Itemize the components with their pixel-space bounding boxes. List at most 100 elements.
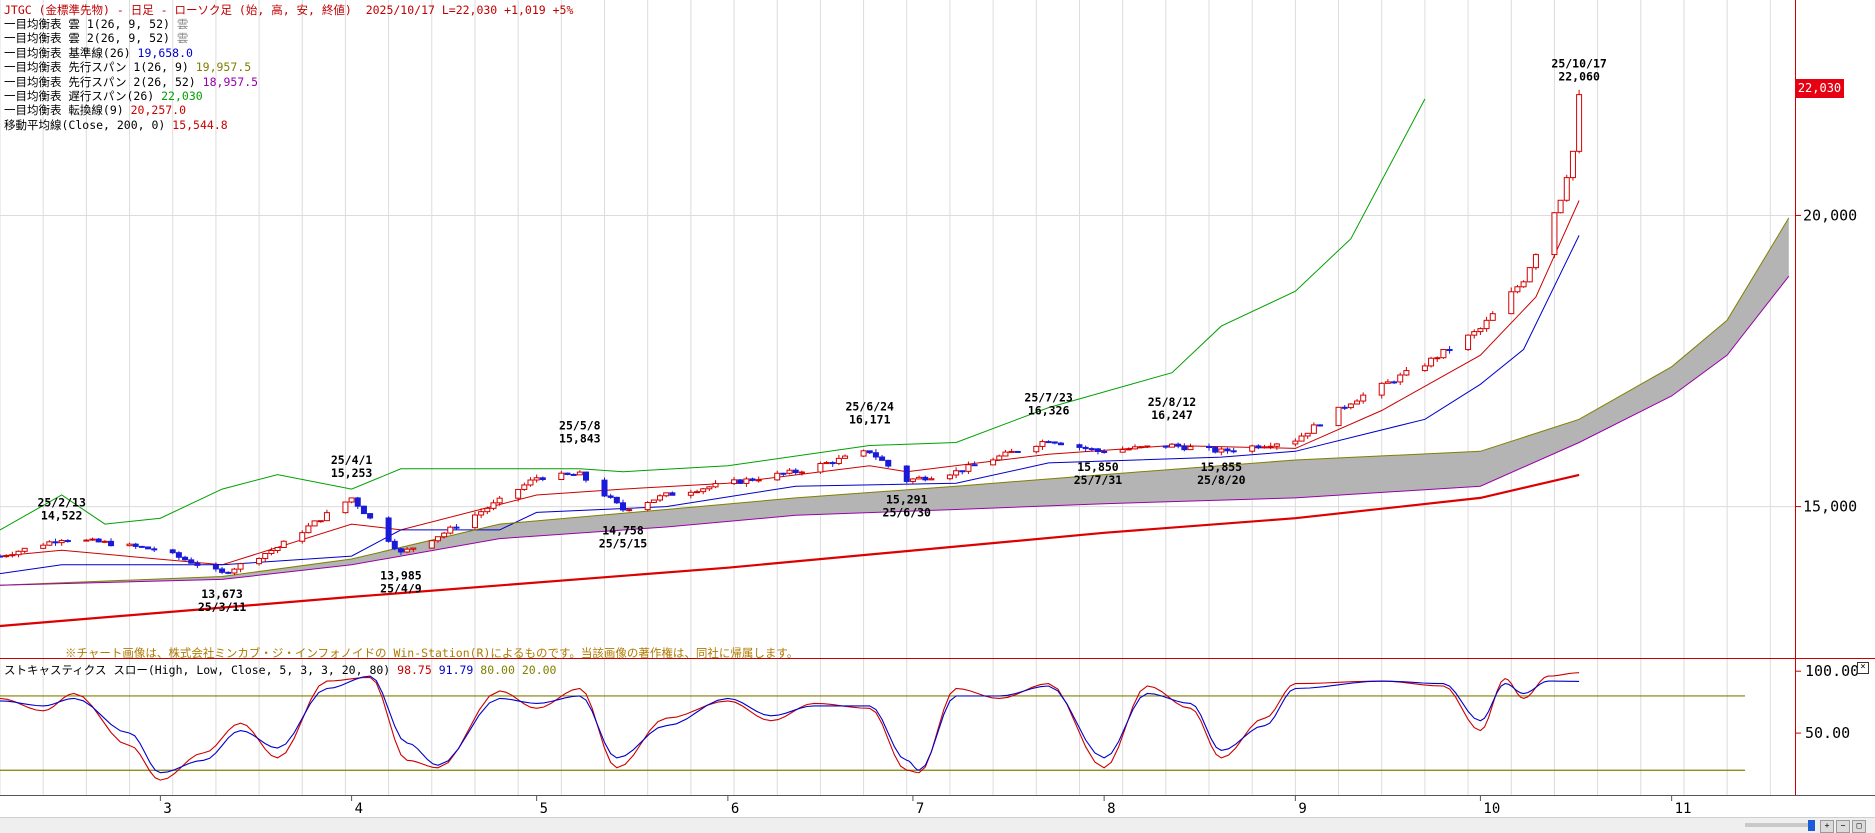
candle-up (823, 462, 830, 465)
candle-down (1446, 349, 1453, 352)
zoom-in-icon[interactable]: + (1820, 820, 1834, 833)
indicator-legend-label: 一目均衡表 先行スパン 2(26, 52) (4, 74, 203, 89)
candle-up (1144, 445, 1151, 448)
candle-up (299, 532, 306, 542)
annotation-label: 13,673 (201, 587, 243, 601)
candle-up (1477, 328, 1484, 333)
candle-up (83, 539, 90, 542)
candle-up (1310, 424, 1317, 434)
candle-up (731, 479, 738, 485)
candle-down (1051, 441, 1058, 444)
candle-up (1403, 370, 1410, 376)
series-line-chikou (0, 98, 1426, 531)
indicator-legend-label: 一目均衡表 基準線(26) (4, 45, 138, 60)
annotation-label: 14,522 (41, 508, 83, 522)
candle-up (3, 555, 10, 558)
scroll-track[interactable] (1745, 823, 1815, 827)
candle-up (1131, 446, 1138, 450)
series-line-span2 (0, 275, 1790, 586)
candle-up (1465, 334, 1472, 351)
candle-down (225, 571, 232, 574)
candle-down (151, 548, 158, 551)
candle-up (1428, 357, 1435, 367)
candle-up (687, 491, 694, 496)
candle-up (946, 474, 953, 480)
stochastic-k-value: 98.75 (397, 663, 432, 677)
candle-down (959, 470, 966, 473)
indicator-legend-value: 19,957.5 (195, 60, 252, 75)
candle-up (817, 463, 824, 473)
candle-down (570, 473, 577, 476)
candle-up (1039, 441, 1046, 447)
scroll-thumb[interactable] (1808, 820, 1815, 831)
candle-up (496, 497, 503, 504)
candle-down (749, 478, 756, 481)
candle-up (410, 547, 417, 550)
annotation-label: 25/6/24 (846, 399, 895, 413)
candle-down (385, 517, 392, 542)
candle-up (1033, 445, 1040, 453)
candle-down (1212, 446, 1219, 453)
x-tick-label: 6 (731, 801, 739, 817)
fit-view-icon[interactable]: □ (1852, 820, 1866, 833)
candle-up (860, 450, 867, 457)
indicator-legend-item: 一目均衡表 雲 1(26, 9, 52) 雲 (4, 17, 188, 31)
candle-down (391, 540, 398, 550)
indicator-legend-label: 一目均衡表 転換線(9) (4, 103, 131, 118)
candle-down (582, 471, 589, 481)
indicator-legend-value: 雲 (176, 31, 189, 46)
annotation-label: 25/3/11 (198, 600, 247, 614)
candle-up (1304, 432, 1311, 437)
x-tick-label: 5 (540, 801, 548, 817)
candle-up (89, 538, 96, 541)
candle-down (539, 477, 546, 480)
candle-up (317, 520, 324, 523)
annotation-label: 14,758 (602, 524, 644, 538)
indicator-legend-item: 一目均衡表 基準線(26) 19,658.0 (4, 46, 193, 60)
candle-up (231, 568, 238, 574)
candle-up (1168, 443, 1175, 448)
y-tick-label: 15,000 (1803, 498, 1857, 516)
candle-up (342, 501, 349, 514)
candle-down (1255, 445, 1262, 449)
candle-up (626, 509, 633, 512)
candle-down (1206, 446, 1213, 449)
stochastic-line-stoch_k (0, 672, 1580, 781)
candle-up (909, 478, 916, 482)
candle-up (1261, 446, 1268, 449)
candle-up (842, 455, 849, 459)
candle-down (138, 545, 145, 548)
horizontal-scrollbar[interactable]: + − □ (0, 817, 1875, 833)
candle-up (706, 486, 713, 490)
candle-down (64, 540, 71, 543)
stochastic-d-value: 91.79 (438, 663, 474, 677)
annotation-label: 25/6/30 (883, 506, 932, 520)
candle-up (835, 457, 842, 464)
x-tick-label: 4 (355, 801, 363, 817)
candle-down (737, 479, 744, 484)
candle-down (1341, 406, 1348, 409)
candle-down (360, 505, 367, 515)
x-tick-label: 10 (1483, 801, 1500, 817)
cloud-area (0, 217, 1789, 586)
candle-up (1483, 319, 1490, 330)
candle-up (644, 502, 651, 511)
candle-up (1471, 331, 1478, 336)
candle-down (620, 502, 627, 511)
close-panel-icon[interactable]: × (1857, 662, 1869, 674)
candle-up (1249, 445, 1256, 452)
candle-down (132, 543, 139, 547)
indicator-legend-item: 移動平均線(Close, 200, 0) 15,544.8 (4, 118, 228, 132)
candle-up (1514, 286, 1521, 293)
candle-down (922, 476, 929, 481)
candle-down (52, 541, 59, 544)
chart-title: JTGC (金標準先物) - 日足 - ローソク足 (始, 高, 安, 終値) … (4, 2, 573, 18)
candle-up (1440, 349, 1447, 359)
x-tick-label: 7 (916, 801, 924, 817)
zoom-out-icon[interactable]: − (1836, 820, 1850, 833)
candle-up (1298, 435, 1305, 442)
candle-up (657, 495, 664, 501)
candle-up (348, 497, 355, 503)
annotation-label: 22,060 (1558, 69, 1600, 83)
indicator-lines (0, 98, 1790, 628)
